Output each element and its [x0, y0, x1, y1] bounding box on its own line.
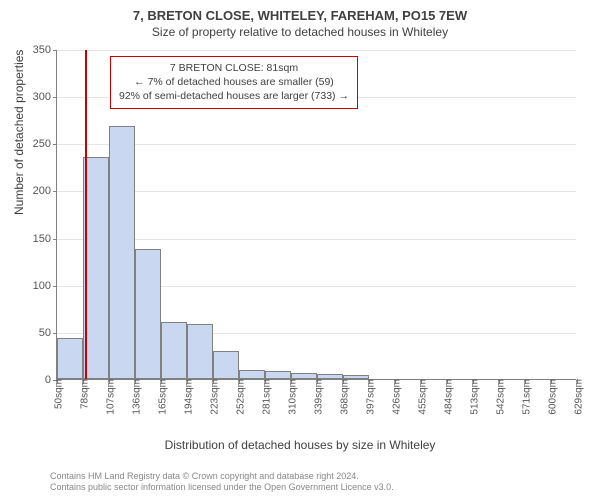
x-tick-label: 368sqm	[336, 379, 351, 415]
y-axis-label: Number of detached properties	[12, 50, 26, 215]
chart-title-main: 7, BRETON CLOSE, WHITELEY, FAREHAM, PO15…	[0, 0, 600, 23]
x-tick-label: 310sqm	[284, 379, 299, 415]
y-tick-label: 100	[33, 280, 57, 292]
histogram-bar	[109, 126, 135, 379]
footer-line1: Contains HM Land Registry data © Crown c…	[50, 471, 394, 483]
x-tick-label: 136sqm	[128, 379, 143, 415]
info-box-line: 92% of semi-detached houses are larger (…	[119, 89, 349, 103]
x-tick-label: 600sqm	[544, 379, 559, 415]
property-info-box: 7 BRETON CLOSE: 81sqm← 7% of detached ho…	[110, 56, 358, 109]
histogram-bar	[57, 338, 83, 379]
histogram-bar	[161, 322, 187, 379]
x-tick-label: 107sqm	[102, 379, 117, 415]
gridline	[57, 50, 576, 51]
x-tick-label: 542sqm	[492, 379, 507, 415]
histogram-bar	[265, 371, 291, 379]
histogram-bar	[213, 351, 239, 379]
info-box-line: 7 BRETON CLOSE: 81sqm	[119, 61, 349, 75]
histogram-bar	[239, 370, 265, 379]
x-tick-label: 455sqm	[414, 379, 429, 415]
y-tick-label: 350	[33, 44, 57, 56]
x-tick-label: 484sqm	[440, 379, 455, 415]
x-tick-label: 78sqm	[76, 379, 91, 409]
y-tick-label: 150	[33, 233, 57, 245]
x-tick-label: 426sqm	[388, 379, 403, 415]
x-axis-label: Distribution of detached houses by size …	[0, 438, 600, 452]
x-tick-label: 513sqm	[466, 379, 481, 415]
property-marker-line	[85, 50, 87, 379]
x-tick-label: 571sqm	[518, 379, 533, 415]
histogram-bar	[83, 157, 109, 379]
x-tick-label: 223sqm	[206, 379, 221, 415]
histogram-bar	[135, 249, 161, 379]
footer-attribution: Contains HM Land Registry data © Crown c…	[50, 471, 394, 494]
x-tick-label: 629sqm	[570, 379, 585, 415]
x-tick-label: 165sqm	[154, 379, 169, 415]
y-tick-label: 300	[33, 91, 57, 103]
histogram-bar	[187, 324, 213, 379]
plot-region: 05010015020025030035050sqm78sqm107sqm136…	[56, 50, 576, 380]
info-box-line: ← 7% of detached houses are smaller (59)	[119, 75, 349, 89]
chart-title-sub: Size of property relative to detached ho…	[0, 23, 600, 39]
x-tick-label: 252sqm	[232, 379, 247, 415]
x-tick-label: 397sqm	[362, 379, 377, 415]
x-tick-label: 194sqm	[180, 379, 195, 415]
x-tick-label: 339sqm	[310, 379, 325, 415]
y-tick-label: 50	[39, 327, 57, 339]
x-tick-label: 50sqm	[50, 379, 65, 409]
chart-container: 7, BRETON CLOSE, WHITELEY, FAREHAM, PO15…	[0, 0, 600, 500]
y-tick-label: 250	[33, 138, 57, 150]
y-tick-label: 200	[33, 185, 57, 197]
x-tick-label: 281sqm	[258, 379, 273, 415]
footer-line2: Contains public sector information licen…	[50, 482, 394, 494]
chart-plot-area: 05010015020025030035050sqm78sqm107sqm136…	[56, 50, 576, 380]
